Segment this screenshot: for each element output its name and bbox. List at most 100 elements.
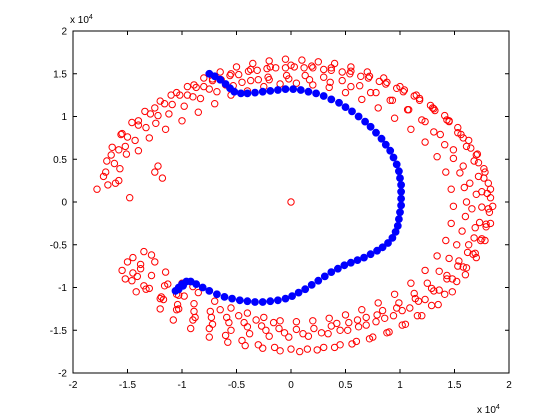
scatter-point (474, 172, 483, 181)
trajectory-point (228, 294, 237, 303)
scatter-point (338, 68, 346, 76)
scatter-point (433, 153, 441, 161)
scatter-point (226, 71, 234, 80)
trajectory-point (220, 293, 229, 301)
scatter-point (473, 150, 482, 158)
scatter-point (427, 284, 436, 293)
scatter-point (447, 219, 455, 228)
scatter-point (421, 266, 429, 275)
scatter-point (194, 108, 203, 116)
scatter-point (435, 267, 443, 275)
trajectory-point (274, 86, 282, 94)
scatter-point (247, 76, 255, 85)
scatter-point (462, 198, 471, 206)
scatter-point (99, 172, 108, 181)
scatter-point (484, 205, 492, 213)
y-tick-label: -1.5 (50, 326, 68, 337)
scatter-point (235, 312, 243, 320)
scatter-point (190, 81, 198, 89)
scatter-point (164, 280, 172, 288)
scatter-point (134, 147, 143, 155)
scatter-point (383, 78, 391, 87)
scatter-point (445, 254, 453, 263)
trajectory-point (281, 294, 290, 303)
trajectory-point (243, 297, 252, 306)
scatter-point (410, 289, 418, 298)
scatter-point (353, 316, 362, 324)
x-tick-label: 0 (288, 380, 294, 391)
scatter-point (454, 129, 462, 137)
trajectory-point (294, 288, 303, 297)
scatter-point (227, 304, 235, 312)
trajectory-point (243, 89, 252, 98)
scatter-point (472, 190, 480, 199)
scatter-point (341, 88, 350, 97)
y-axis-multiplier: x 104 (70, 14, 93, 26)
x-tick-label: 1 (397, 380, 403, 391)
trajectory-point (366, 250, 375, 259)
x-axis-multiplier: x 104 (477, 404, 500, 416)
y-tick-label: -2 (58, 369, 67, 380)
scatter-point (257, 322, 266, 330)
x-axis-multiplier-exponent: 4 (496, 404, 500, 411)
scatter-point (442, 236, 450, 245)
scatter-point (413, 312, 422, 320)
trajectory-point (210, 72, 219, 81)
scatter-point (189, 93, 197, 101)
trajectory-point (301, 285, 310, 294)
scatter-point (433, 252, 441, 260)
scatter-point (441, 111, 449, 120)
scatter-point (103, 157, 111, 165)
scatter-point (243, 309, 252, 317)
scatter-point (421, 295, 429, 304)
scatter-point (465, 241, 473, 249)
scatter-point (158, 174, 167, 182)
scatter-point (461, 271, 470, 279)
scatter-point (327, 64, 335, 72)
trajectory-point (348, 107, 356, 116)
scatter-point (107, 151, 115, 159)
y-tick-label: -0.5 (50, 240, 68, 251)
y-tick-label: 1.5 (53, 69, 67, 80)
scatter-point (154, 111, 162, 120)
scatter-point (205, 85, 214, 93)
scatter-point (287, 61, 295, 69)
scatter-point (140, 247, 148, 256)
scatter-point (276, 347, 284, 355)
scatter-point (344, 326, 352, 334)
scatter-point (235, 70, 243, 79)
scatter-point (238, 336, 246, 345)
scatter-point (128, 118, 136, 127)
x-tick-label: 2 (506, 380, 512, 391)
scatter-point (454, 262, 462, 270)
scatter-point (347, 63, 355, 71)
scatter-point (270, 343, 279, 352)
scatter-point (421, 138, 429, 146)
scatter-point (178, 117, 186, 125)
trajectory-point (353, 256, 362, 265)
scatter-point (145, 284, 154, 293)
scatter-point (441, 290, 449, 298)
scatter-point (141, 107, 149, 116)
scatter-point (192, 83, 200, 92)
trajectory-point (213, 290, 221, 299)
trajectory-point (251, 88, 259, 97)
trajectory-point (377, 134, 386, 143)
scatter-point (309, 317, 317, 325)
scatter-point (338, 76, 346, 85)
trajectory-point (327, 95, 336, 104)
scatter-point (238, 78, 246, 87)
scatter-point (324, 330, 332, 338)
trajectory-point (274, 296, 282, 305)
scatter-point (142, 123, 150, 132)
scatter-point (244, 67, 253, 75)
y-tick-label: 1 (61, 112, 67, 123)
scatter-point (225, 318, 233, 327)
scatter-point (285, 75, 293, 83)
scatter-point (175, 305, 183, 313)
scatter-point (292, 79, 301, 87)
scatter-point (159, 295, 168, 304)
trajectory-point (395, 167, 403, 176)
scatter-point (462, 264, 471, 272)
scatter-point (388, 96, 397, 105)
